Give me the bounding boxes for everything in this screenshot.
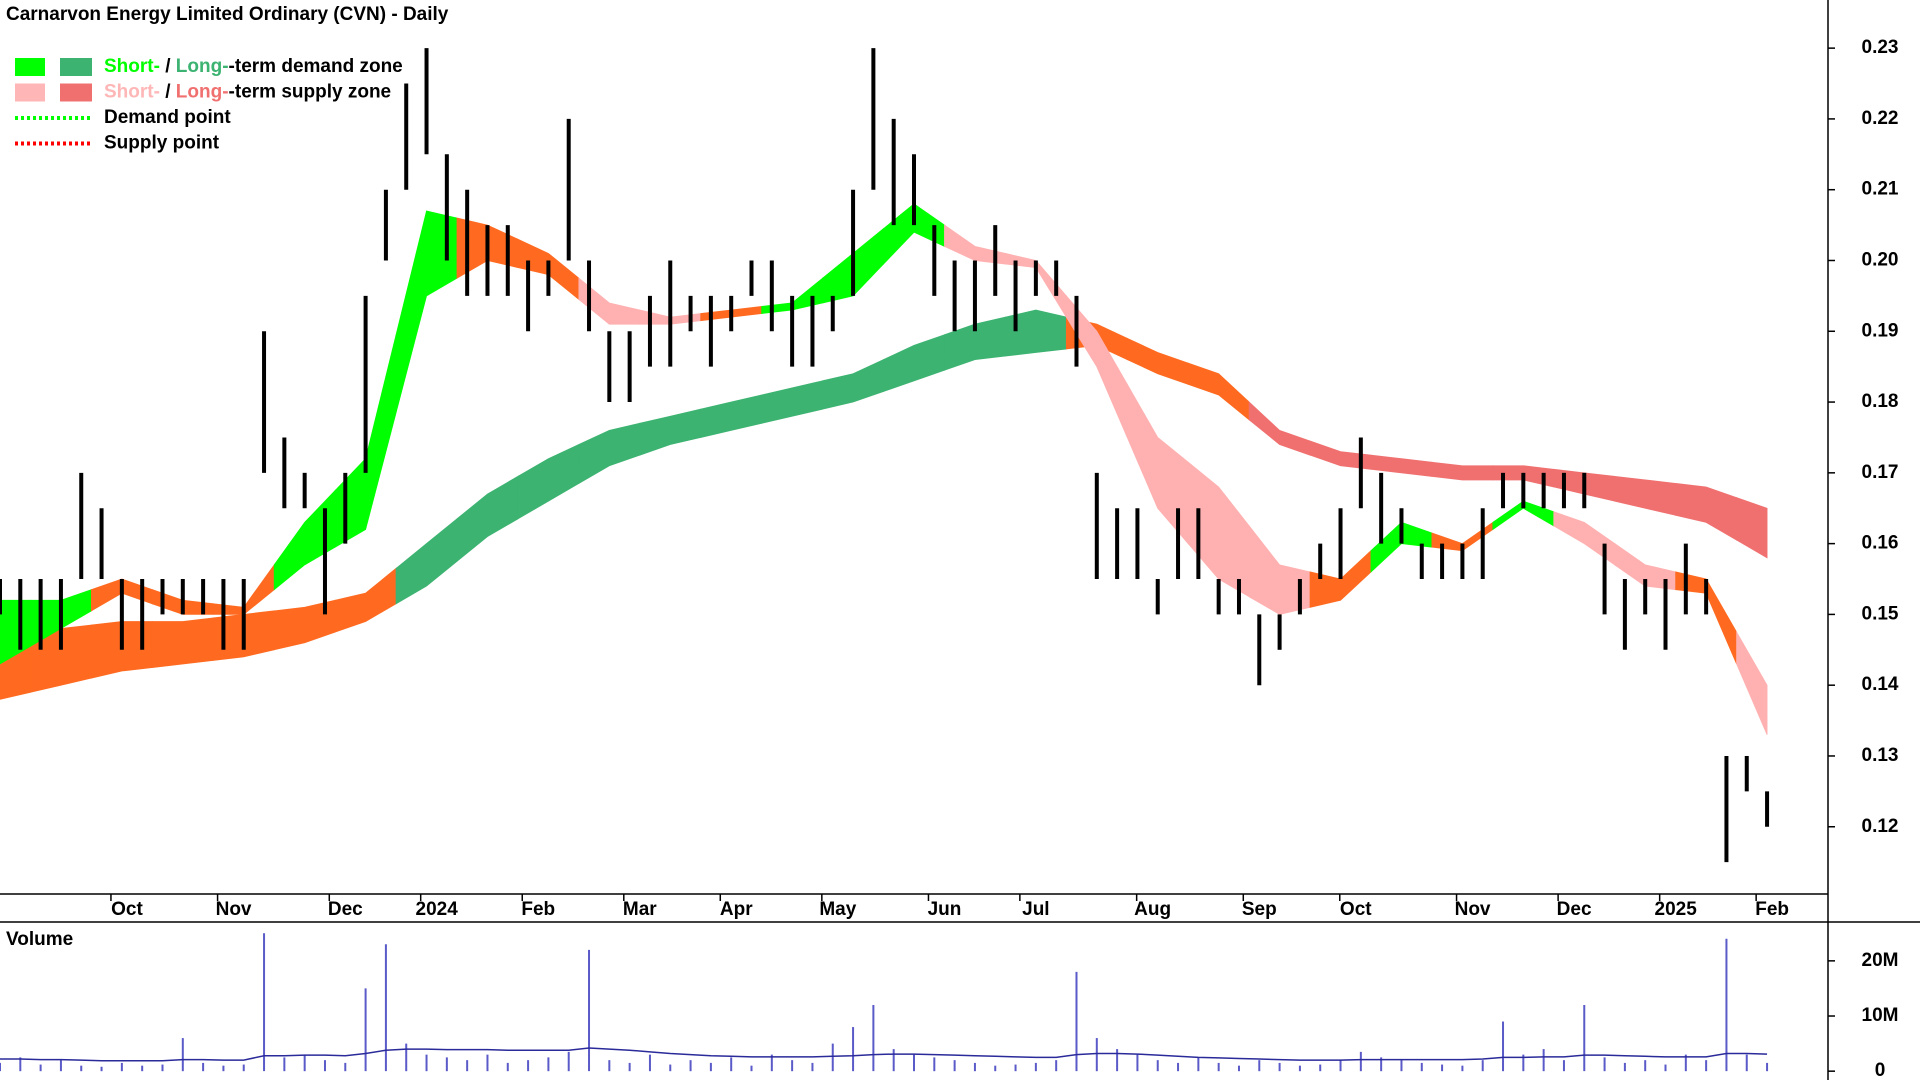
- x-tick-label: Feb: [521, 899, 555, 920]
- legend-label-part: Long-: [176, 82, 229, 103]
- legend-label-part: Short-: [104, 82, 160, 103]
- y-tick-label: 0.20: [1862, 250, 1899, 271]
- x-tick-label: Mar: [623, 899, 657, 920]
- x-tick-label: 2025: [1655, 899, 1698, 920]
- legend-label-part: /: [160, 56, 176, 77]
- zone-segment: [1736, 630, 1768, 735]
- y-tick-label: 0.21: [1862, 179, 1899, 200]
- x-tick-label: Feb: [1755, 899, 1789, 920]
- x-tick-label: Dec: [1557, 899, 1592, 920]
- legend-label: Short- / Long--term supply zone: [104, 82, 391, 103]
- legend-swatch: [60, 58, 92, 76]
- y-tick-label: 0.23: [1862, 37, 1899, 58]
- y-tick-label: 0.22: [1862, 108, 1899, 129]
- x-tick-label: 2024: [416, 899, 459, 920]
- y-tick-label: 0.14: [1862, 674, 1899, 695]
- x-tick-label: Jul: [1022, 899, 1049, 920]
- x-tick-label: Apr: [720, 899, 753, 920]
- legend-label: Supply point: [104, 133, 220, 154]
- x-tick-label: Sep: [1242, 899, 1277, 920]
- zone-segment: [1736, 497, 1768, 559]
- y-tick-label: 0.19: [1862, 320, 1899, 341]
- volume-average: [0, 1047, 1768, 1062]
- chart-title: Carnarvon Energy Limited Ordinary (CVN) …: [6, 4, 449, 25]
- volume-title: Volume: [6, 929, 73, 950]
- x-tick-label: May: [819, 899, 856, 920]
- x-tick-label: Dec: [328, 899, 363, 920]
- x-tick-label: Aug: [1134, 899, 1171, 920]
- legend-label: Short- / Long--term demand zone: [104, 56, 403, 77]
- y-tick-label: 0.17: [1862, 462, 1899, 483]
- x-tick-label: Oct: [111, 899, 143, 920]
- legend-label-part: Long-: [176, 56, 229, 77]
- x-tick-label: Oct: [1340, 899, 1372, 920]
- x-tick-label: Jun: [928, 899, 962, 920]
- x-tick-label: Nov: [1455, 899, 1491, 920]
- legend-swatch: [15, 58, 45, 76]
- legend-swatch: [15, 83, 45, 102]
- y-tick-label: 0.12: [1862, 816, 1899, 837]
- legend-swatch: [60, 83, 92, 102]
- legend-label-part: -term demand zone: [229, 56, 403, 77]
- volume-y-tick-label: 0: [1875, 1060, 1886, 1080]
- x-tick-label: Nov: [216, 899, 252, 920]
- y-tick-label: 0.13: [1862, 745, 1899, 766]
- legend-label-part: -term supply zone: [229, 82, 392, 103]
- legend-label-part: Short-: [104, 56, 160, 77]
- y-tick-label: 0.16: [1862, 533, 1899, 554]
- volume-y-tick-label: 10M: [1862, 1005, 1899, 1026]
- y-tick-label: 0.18: [1862, 391, 1899, 412]
- y-tick-label: 0.15: [1862, 603, 1899, 624]
- legend-label-part: /: [160, 82, 176, 103]
- volume-y-tick-label: 20M: [1862, 950, 1899, 971]
- zone-segment: [151, 617, 214, 668]
- legend-label: Demand point: [104, 107, 231, 128]
